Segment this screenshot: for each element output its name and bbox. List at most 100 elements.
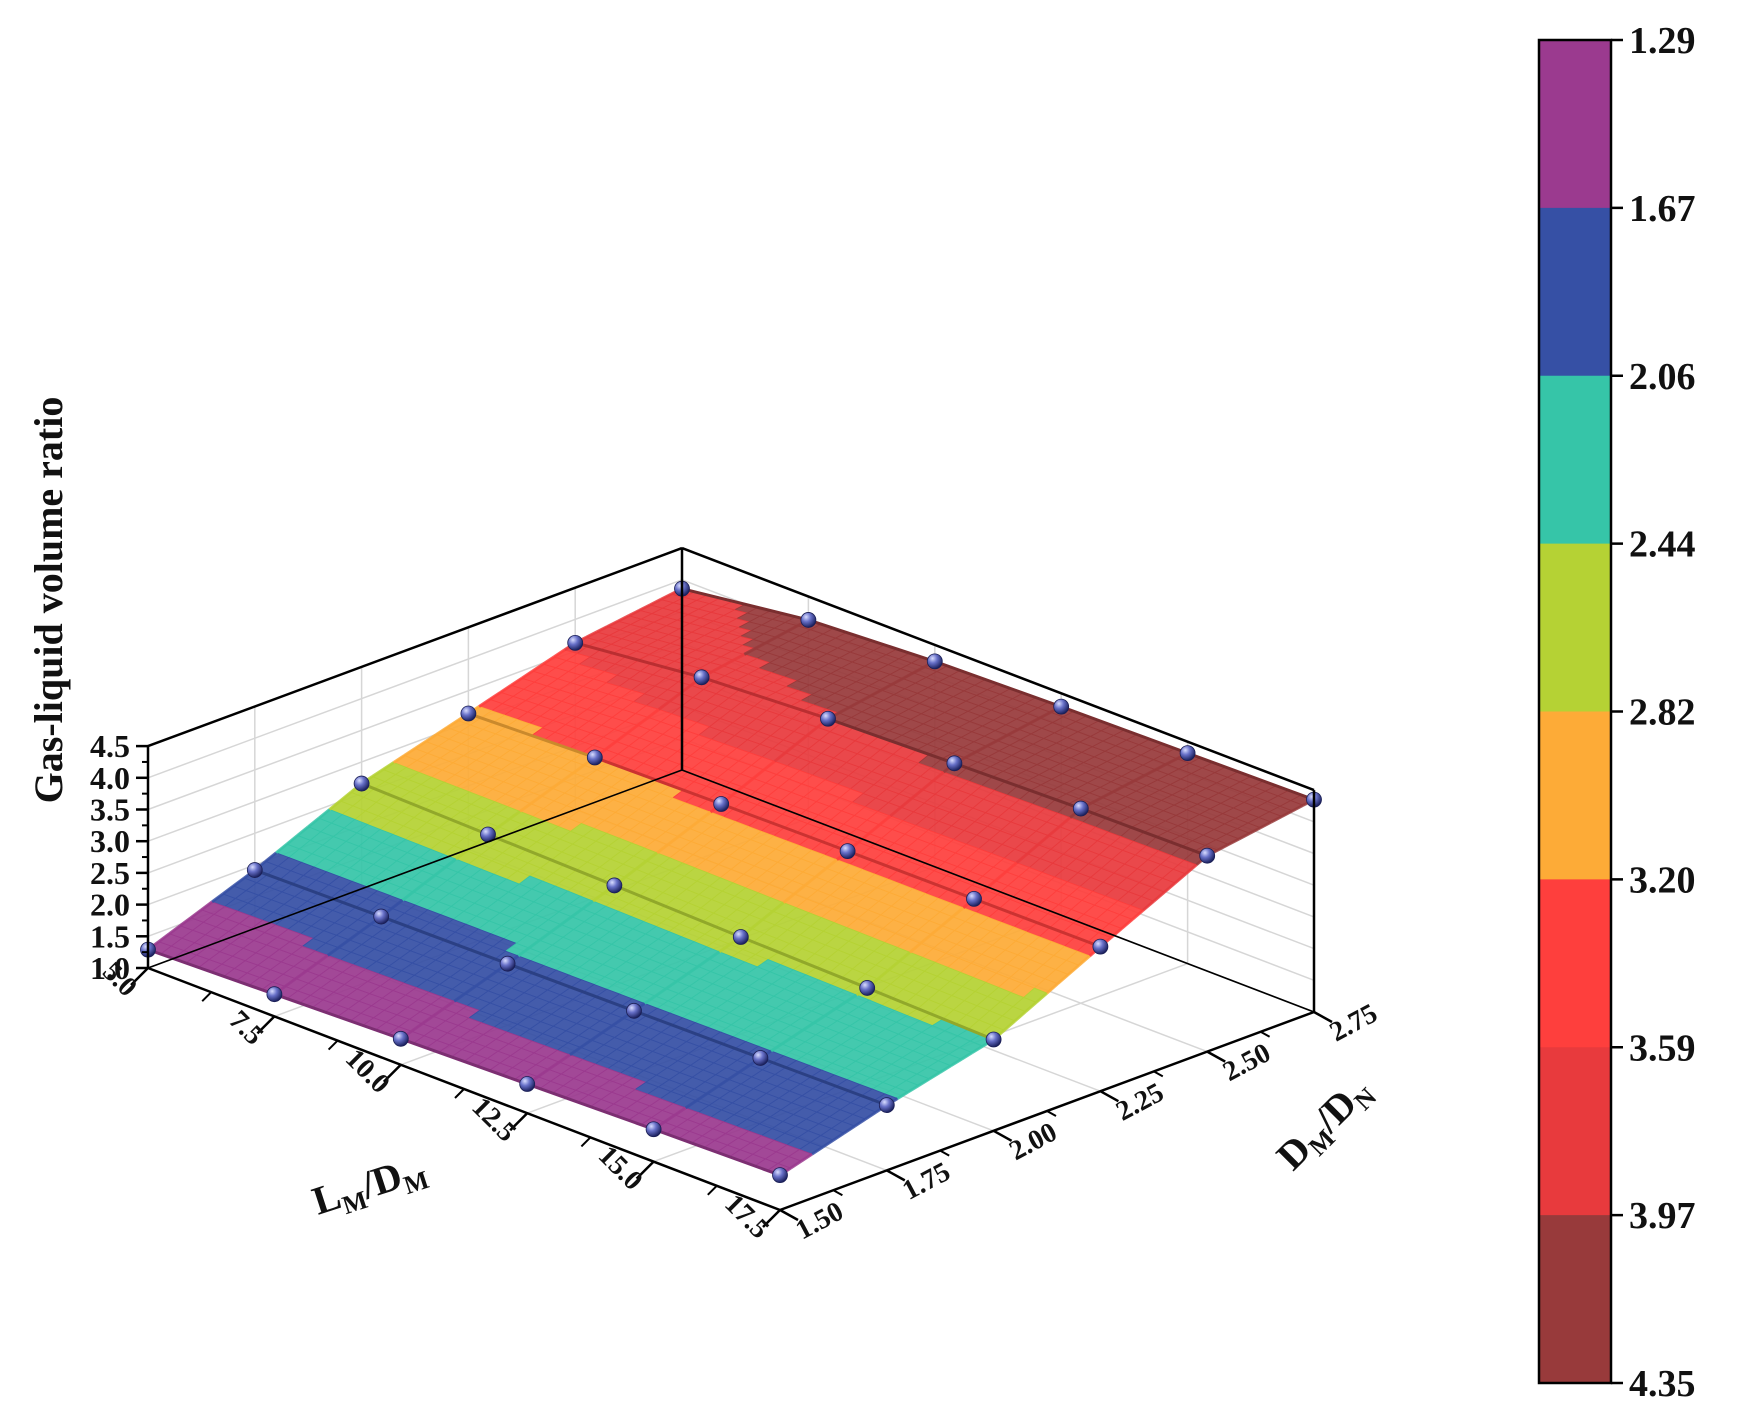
data-point — [626, 1002, 642, 1019]
y-minor-tick — [1046, 1110, 1057, 1117]
mesh-line — [743, 647, 756, 656]
x-tick-label: 10.0 — [339, 1043, 396, 1100]
y-tick — [1313, 1010, 1333, 1024]
mesh-line — [918, 1077, 931, 1087]
mesh-line — [930, 924, 943, 936]
mesh-line — [435, 726, 448, 736]
mesh-line — [1058, 816, 1072, 828]
mesh-line — [453, 992, 466, 1003]
y-tick-label: 2.75 — [1325, 998, 1383, 1048]
mesh-line — [707, 950, 721, 961]
mesh-line — [431, 1007, 445, 1018]
mesh-line — [485, 969, 498, 980]
mesh-line — [560, 915, 573, 926]
mesh-line — [540, 787, 553, 798]
axes: 1.01.52.02.53.03.54.04.55.07.510.012.515… — [90, 546, 1383, 1246]
mesh-line — [921, 779, 934, 791]
mesh-line — [1174, 872, 1187, 885]
mesh-line — [284, 977, 297, 988]
mesh-line — [697, 957, 710, 968]
mesh-line — [410, 1022, 424, 1033]
mesh-line — [390, 898, 404, 910]
mesh-line — [382, 761, 395, 771]
axis-line — [681, 769, 1315, 1013]
mesh-line — [659, 592, 672, 601]
mesh-line — [1227, 837, 1240, 846]
x-tick — [509, 1112, 529, 1132]
mesh-line — [950, 1057, 963, 1068]
mesh-line — [638, 603, 651, 612]
mesh-line — [424, 733, 438, 743]
mesh-line — [762, 760, 776, 772]
mesh-line — [1060, 705, 1189, 755]
mesh-line — [221, 884, 235, 896]
z-tick-label: 1.5 — [90, 918, 130, 954]
mesh-line — [551, 779, 564, 790]
colorbar-tick-label: 2.82 — [1629, 692, 1696, 734]
x-minor-tick — [707, 1185, 718, 1196]
mesh-line — [371, 768, 384, 778]
data-point — [966, 890, 982, 907]
data-point — [859, 980, 876, 996]
mesh-line — [649, 598, 662, 607]
data-point — [606, 877, 623, 894]
mesh-line — [665, 980, 678, 990]
axis-line — [147, 546, 683, 748]
mesh-line — [558, 1053, 571, 1064]
z-tick-label: 1.0 — [90, 950, 130, 986]
mesh-line — [549, 923, 562, 934]
mesh-line — [594, 756, 722, 806]
mesh-line — [1238, 831, 1251, 841]
mesh-line — [634, 859, 648, 871]
data-point — [645, 1121, 662, 1138]
y-minor-tick — [939, 1149, 950, 1157]
mesh-line — [1026, 843, 1040, 855]
mesh-line — [971, 1044, 984, 1054]
mesh-line — [823, 1007, 836, 1018]
mesh-line — [1039, 710, 1052, 720]
mesh-line — [531, 662, 544, 673]
mesh-line — [645, 851, 659, 863]
mesh-line — [1037, 834, 1050, 846]
mesh-line — [633, 1009, 761, 1060]
mesh-line — [902, 671, 915, 680]
mesh-line — [706, 1085, 719, 1095]
mesh-line — [761, 910, 774, 921]
mesh-line — [891, 677, 904, 686]
mesh-line — [446, 719, 459, 729]
mesh-line — [1003, 1019, 1016, 1032]
mesh-line — [528, 939, 541, 950]
mesh-line — [392, 754, 406, 764]
mesh-line — [908, 942, 922, 954]
mesh-line — [939, 1064, 952, 1074]
mesh-line — [732, 653, 746, 662]
mesh-line — [275, 842, 288, 854]
mesh-line — [681, 587, 809, 622]
mesh-line — [847, 849, 975, 901]
mesh-line — [157, 932, 171, 943]
mesh-line — [1142, 900, 1155, 912]
mesh-line — [837, 705, 851, 715]
mesh-line — [488, 691, 502, 701]
mesh-line — [1015, 852, 1029, 864]
data-point — [499, 955, 516, 972]
z-tick-label: 4.5 — [90, 728, 130, 764]
mesh-line — [1259, 820, 1272, 829]
mesh-line — [887, 960, 901, 972]
mesh-line — [985, 739, 998, 748]
mesh-line — [880, 683, 893, 692]
mesh-line — [1270, 815, 1283, 824]
mesh-line — [940, 915, 954, 927]
mesh-line — [1133, 773, 1146, 783]
data-point — [1053, 698, 1070, 715]
mesh-line — [1120, 918, 1134, 930]
data-markers — [140, 580, 1322, 1184]
mesh-line — [1165, 757, 1178, 766]
mesh-line — [547, 1060, 561, 1071]
mesh-line — [510, 676, 523, 687]
mesh-line — [285, 834, 299, 846]
mesh-line — [1131, 909, 1145, 921]
data-point — [839, 843, 856, 860]
mesh-line — [802, 1021, 815, 1032]
